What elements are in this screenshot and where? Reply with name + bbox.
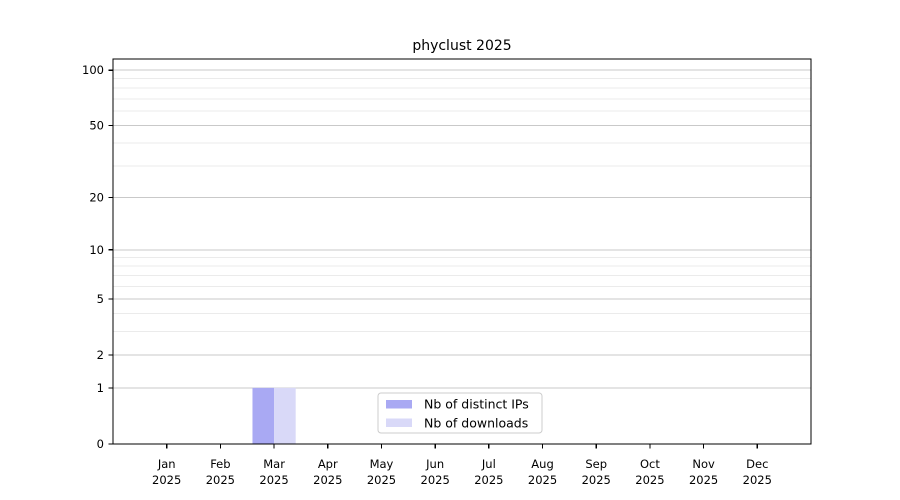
- x-tick-label: Oct 2025: [635, 457, 664, 487]
- legend: Nb of distinct IPs Nb of downloads: [377, 392, 543, 434]
- legend-swatch: [386, 418, 412, 427]
- chart-title: phyclust 2025: [412, 38, 511, 54]
- plot-border: [112, 58, 812, 445]
- x-tick-label: Jul 2025: [474, 457, 503, 487]
- legend-label: Nb of downloads: [424, 416, 528, 431]
- y-tick-label: 100: [82, 63, 104, 77]
- x-tick-label: May 2025: [367, 457, 396, 487]
- legend-swatch: [386, 400, 412, 409]
- y-tick-label: 10: [89, 243, 104, 257]
- bars: [252, 387, 296, 444]
- x-tick-label: Jan 2025: [152, 457, 181, 487]
- x-tick-label: Feb 2025: [206, 457, 235, 487]
- x-tick-label: Nov 2025: [689, 457, 718, 487]
- x-tick-label: Dec 2025: [743, 457, 772, 487]
- x-tick-label: Sep 2025: [582, 457, 611, 487]
- y-tick-labels: 0 1 2 5 10 20 50 100: [82, 63, 104, 451]
- x-tick-label: Mar 2025: [259, 457, 288, 487]
- minor-gridlines: [113, 78, 811, 333]
- y-tick-label: 1: [97, 381, 104, 395]
- y-tick-label: 2: [97, 348, 104, 362]
- x-tick-label: Jun 2025: [421, 457, 450, 487]
- legend-label: Nb of distinct IPs: [424, 397, 529, 412]
- axis-ticks: [108, 69, 758, 449]
- x-tick-label: Aug 2025: [528, 457, 557, 487]
- legend-box: [377, 392, 543, 434]
- y-tick-label: 50: [89, 119, 104, 133]
- bar: [274, 387, 296, 444]
- x-tick-labels: Jan 2025 Feb 2025 Mar 2025 Apr 2025 May 2025 Jun 20…: [152, 457, 772, 487]
- y-tick-label: 0: [97, 437, 104, 451]
- y-tick-label: 5: [97, 292, 104, 306]
- bar: [252, 387, 275, 444]
- x-tick-label: Apr 2025: [313, 457, 342, 487]
- y-tick-label: 20: [89, 190, 104, 204]
